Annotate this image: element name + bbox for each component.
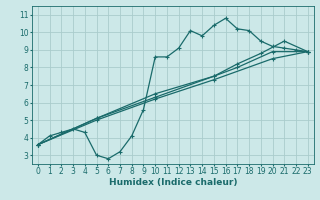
X-axis label: Humidex (Indice chaleur): Humidex (Indice chaleur) bbox=[108, 178, 237, 187]
